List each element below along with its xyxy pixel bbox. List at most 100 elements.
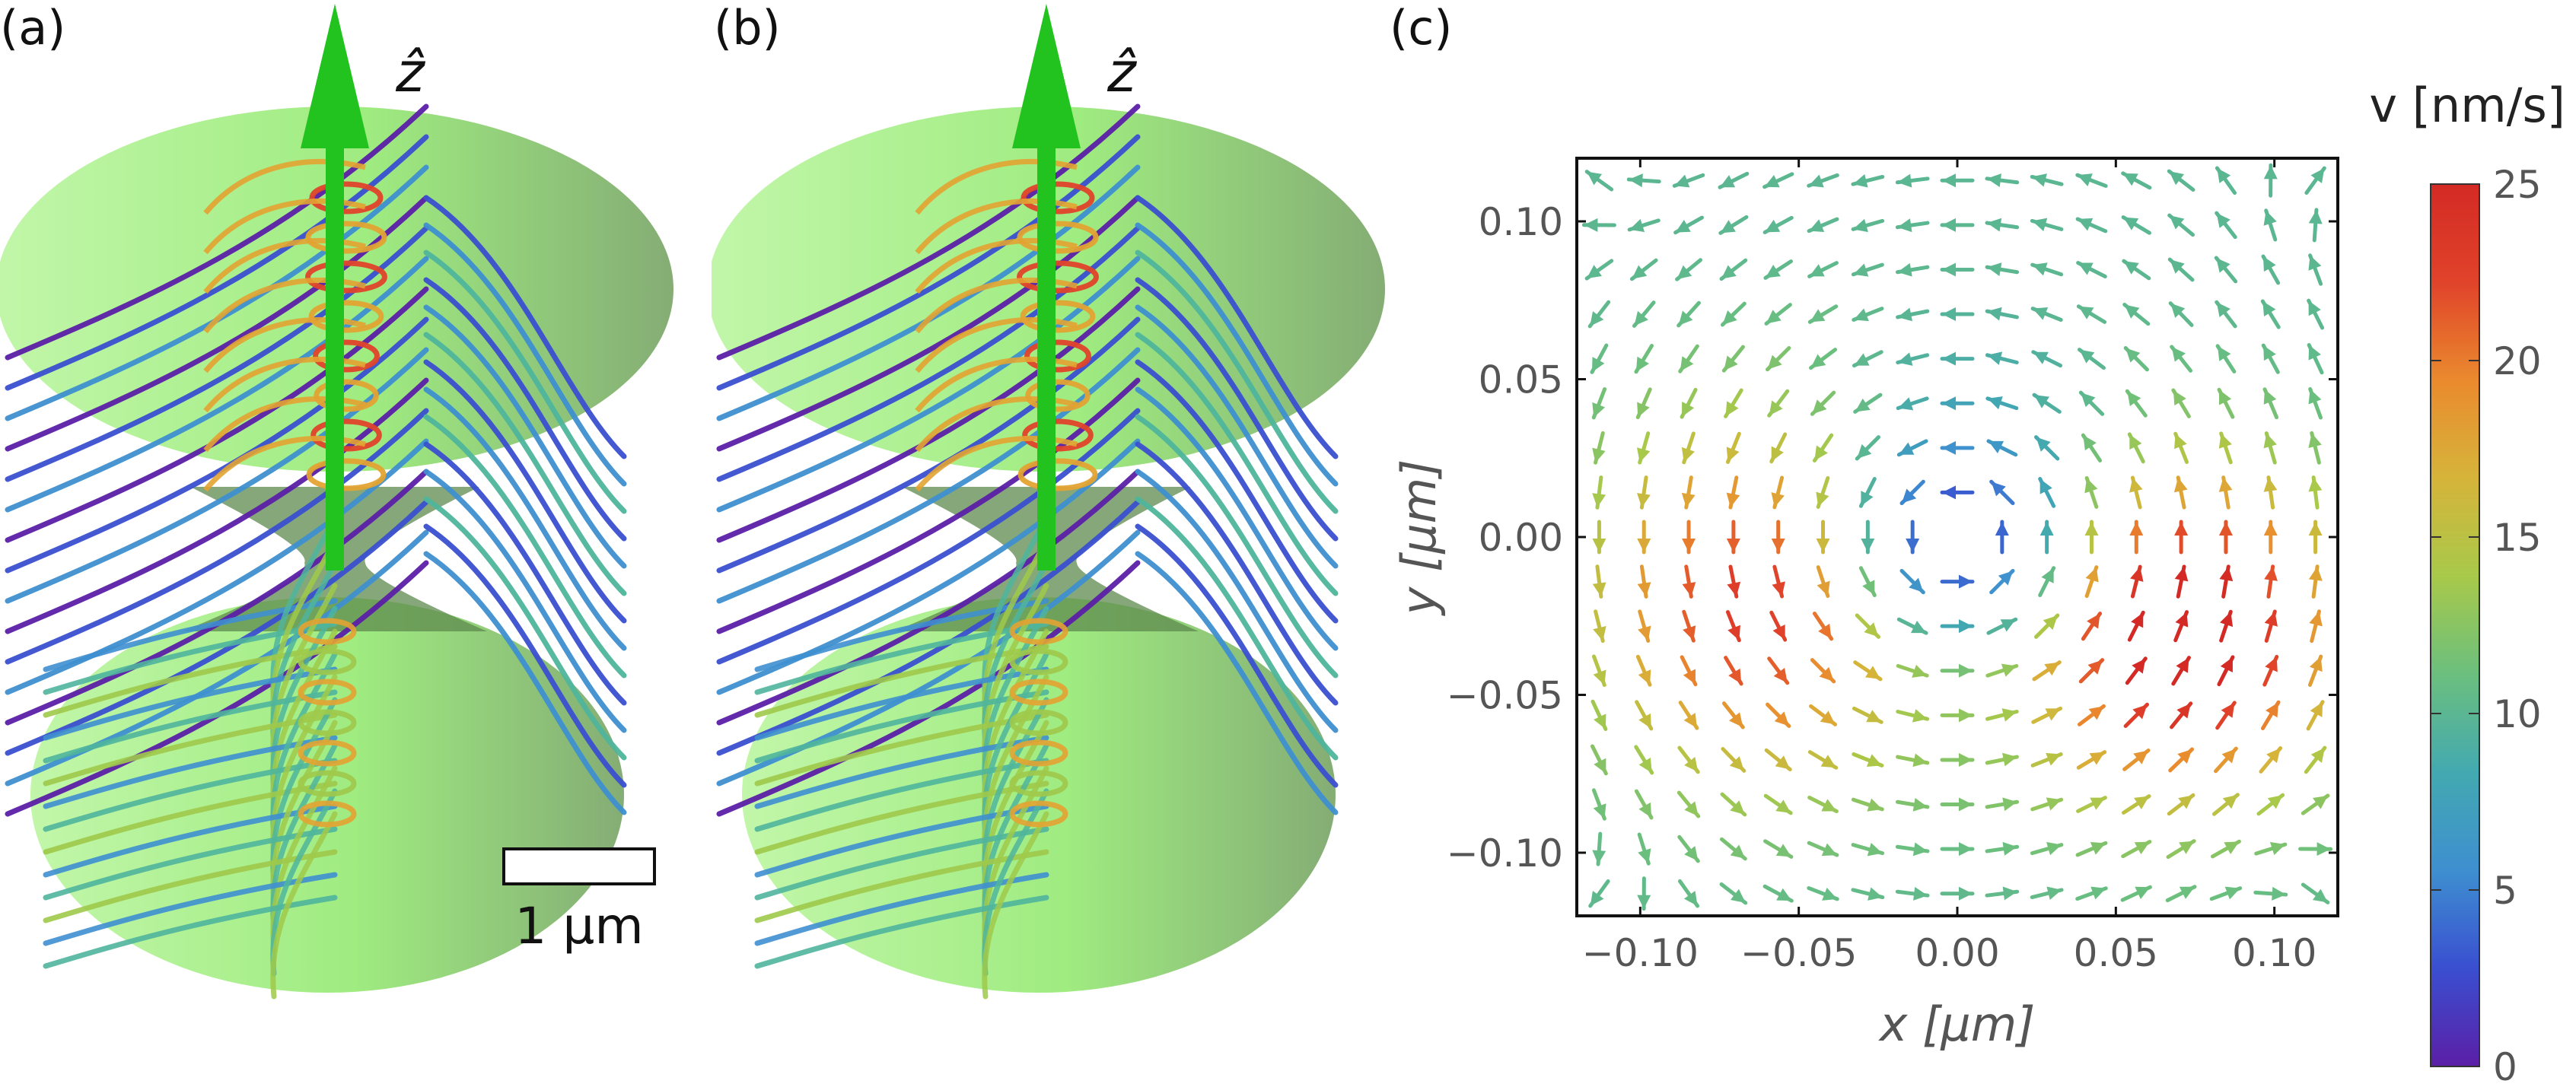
z-axis-label: ẑ: [1107, 40, 1138, 104]
vector-arrow: [1771, 475, 1785, 510]
z-axis-arrowhead: [301, 4, 369, 148]
vector-arrow: [2038, 477, 2056, 508]
vector-arrow: [2168, 747, 2194, 773]
vector-arrow: [1895, 797, 1930, 812]
vector-arrow: [1853, 660, 1883, 682]
vector-arrow: [1985, 663, 2019, 678]
vector-arrow: [2034, 613, 2060, 639]
x-axis: −0.10 −0.05 0.00 0.05 0.10: [1582, 158, 2316, 975]
colorbar-tick-label: 0: [2493, 1045, 2517, 1087]
vector-arrow: [2167, 257, 2195, 282]
y-tick-label: −0.10: [1447, 831, 1563, 876]
vector-arrow: [1985, 218, 2020, 232]
vector-arrow: [1896, 396, 1929, 411]
streamline: [754, 803, 1049, 878]
colorbar-tick-label: 25: [2493, 163, 2542, 207]
vector-arrow: [2084, 565, 2099, 599]
vector-arrow: [1629, 258, 1658, 281]
streamline: [43, 758, 338, 832]
vector-arrow: [2173, 475, 2188, 510]
vector-field-arrows: [1581, 163, 2333, 911]
streamline: [1135, 195, 1339, 459]
streamline: [5, 529, 429, 787]
streamline: [754, 712, 1049, 787]
vector-arrow: [1590, 744, 1608, 776]
streamline: [754, 895, 1049, 969]
streamline: [43, 895, 338, 969]
helical-streamline: [298, 618, 357, 645]
vector-arrow: [1592, 431, 1606, 465]
streamline: [43, 689, 338, 764]
vector-arrow: [1637, 876, 1651, 911]
vector-arrow: [1588, 879, 1610, 908]
vector-arrow: [2215, 166, 2237, 195]
vector-arrow: [1853, 393, 1883, 414]
vector-arrow: [2307, 298, 2325, 330]
vector-arrow: [1899, 568, 1925, 595]
vector-arrow: [1764, 748, 1792, 772]
helical-streamline: [1021, 181, 1095, 215]
vector-arrow: [2254, 841, 2288, 856]
streamline: [754, 849, 1049, 923]
vector-arrow: [2219, 564, 2234, 599]
vector-arrow: [2127, 432, 2145, 464]
vector-arrow: [2217, 387, 2235, 419]
vector-arrow: [2167, 169, 2195, 192]
y-tick-label: 0.05: [1479, 358, 1563, 402]
vector-arrow: [1852, 706, 1883, 724]
vector-arrow: [1681, 431, 1696, 465]
vector-arrow: [1772, 564, 1785, 599]
vector-arrow: [2261, 254, 2281, 285]
vector-arrow: [2122, 749, 2151, 771]
streamline: [5, 286, 429, 543]
vector-arrow: [1985, 307, 2019, 321]
helical-streamline: [305, 221, 387, 254]
vector-arrow: [2167, 213, 2195, 237]
vector-arrow: [2030, 218, 2064, 231]
x-tick-label: −0.05: [1740, 931, 1857, 975]
vector-arrow: [2031, 706, 2063, 724]
vector-arrow: [2167, 793, 2195, 816]
vector-arrow: [1855, 613, 1880, 639]
vector-arrow: [1763, 793, 1793, 815]
vector-arrow: [1769, 610, 1788, 642]
streamline: [754, 826, 1049, 901]
streamline: [754, 644, 1049, 718]
helical-streamline: [1017, 260, 1099, 294]
streamline: [754, 872, 1049, 946]
vector-arrow: [1906, 520, 1920, 555]
vector-arrow: [2084, 475, 2099, 509]
vector-arrow: [2129, 520, 2144, 555]
vector-arrow: [1680, 655, 1698, 687]
vector-arrow: [1637, 520, 1651, 555]
panel-c-vector-field: −0.10 −0.05 0.00 0.05 0.10 0.10 0.05 0.00 −0.05…: [1391, 78, 2565, 1087]
streamline: [423, 359, 627, 624]
vector-arrow: [1592, 475, 1606, 510]
streamline: [1135, 551, 1339, 815]
vector-arrow: [2307, 343, 2324, 375]
streamline: [423, 250, 627, 514]
streamline: [423, 332, 627, 596]
streamline: [716, 316, 1141, 574]
vector-arrow: [2171, 388, 2191, 418]
vector-arrow: [2170, 701, 2193, 729]
vector-arrow: [1675, 258, 1703, 281]
vector-arrow: [1940, 752, 1975, 767]
vector-arrow: [1810, 658, 1836, 684]
vector-arrow: [2121, 215, 2151, 235]
vector-arrow: [1672, 173, 1705, 188]
streamline: [423, 304, 627, 569]
vector-arrow: [2123, 702, 2149, 728]
colorbar: [2430, 183, 2480, 1067]
streamline: [423, 523, 627, 788]
vector-arrow: [1726, 520, 1740, 555]
vector-arrow: [1763, 839, 1794, 859]
vector-arrow: [2166, 839, 2196, 860]
colorbar-title: v [nm/s]: [2369, 78, 2565, 133]
vector-arrow: [1940, 886, 1975, 901]
vector-arrow: [2081, 433, 2103, 462]
vector-arrow: [2030, 307, 2063, 322]
x-tick-label: 0.00: [1915, 931, 1999, 975]
vector-arrow: [1807, 796, 1839, 814]
